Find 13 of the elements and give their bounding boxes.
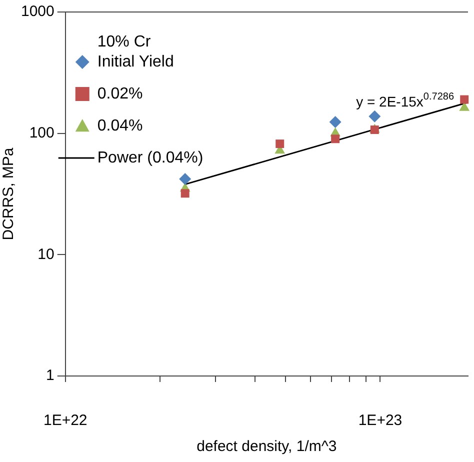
x-axis-title: defect density, 1/m^3 (196, 438, 337, 456)
y-tick-label: 1 (46, 367, 54, 384)
legend-label: Initial Yield (97, 53, 174, 70)
legend-label: 0.04% (97, 117, 143, 134)
legend-title: 10% Cr (97, 33, 152, 50)
y-tick-label: 1000 (20, 3, 54, 20)
x-tick-label: 1E+23 (358, 412, 402, 430)
y-tick-label: 10 (38, 246, 54, 263)
legend-label: Power (0.04%) (97, 149, 204, 166)
y-tick-label: 100 (29, 124, 54, 142)
legend-label: 0.02% (97, 85, 143, 102)
y-axis-title: DCRRS, MPa (0, 147, 18, 240)
x-tick-label: 1E+22 (43, 412, 88, 430)
